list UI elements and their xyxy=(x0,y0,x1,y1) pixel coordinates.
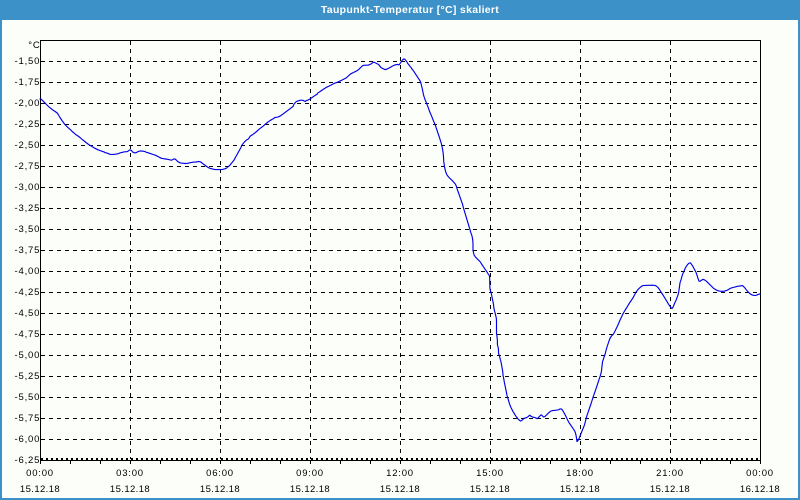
svg-text:-4,25: -4,25 xyxy=(15,287,41,298)
svg-text:15.12.18: 15.12.18 xyxy=(650,484,690,495)
svg-text:15.12.18: 15.12.18 xyxy=(560,484,600,495)
svg-text:00:00: 00:00 xyxy=(26,468,54,479)
svg-text:15.12.18: 15.12.18 xyxy=(20,484,60,495)
svg-text:-3,00: -3,00 xyxy=(15,182,41,193)
svg-text:15.12.18: 15.12.18 xyxy=(470,484,510,495)
svg-text:-2,50: -2,50 xyxy=(15,140,41,151)
svg-text:-4,50: -4,50 xyxy=(15,308,41,319)
svg-text:18:00: 18:00 xyxy=(566,468,594,479)
svg-text:-3,50: -3,50 xyxy=(15,224,41,235)
svg-text:15.12.18: 15.12.18 xyxy=(200,484,240,495)
svg-text:15.12.18: 15.12.18 xyxy=(290,484,330,495)
svg-text:15.12.18: 15.12.18 xyxy=(110,484,150,495)
svg-text:-2,25: -2,25 xyxy=(15,119,41,130)
svg-text:-1,75: -1,75 xyxy=(15,77,41,88)
svg-text:15:00: 15:00 xyxy=(476,468,504,479)
svg-text:-6,25: -6,25 xyxy=(15,455,41,466)
svg-text:03:00: 03:00 xyxy=(116,468,144,479)
svg-text:-4,00: -4,00 xyxy=(15,266,41,277)
svg-text:16.12.18: 16.12.18 xyxy=(740,484,780,495)
svg-text:-5,25: -5,25 xyxy=(15,371,41,382)
svg-text:-6,00: -6,00 xyxy=(15,434,41,445)
svg-text:-5,75: -5,75 xyxy=(15,413,41,424)
svg-text:-3,25: -3,25 xyxy=(15,203,41,214)
svg-text:09:00: 09:00 xyxy=(296,468,324,479)
svg-text:-4,75: -4,75 xyxy=(15,329,41,340)
svg-text:12:00: 12:00 xyxy=(386,468,414,479)
svg-text:-2,00: -2,00 xyxy=(15,98,41,109)
svg-text:-2,75: -2,75 xyxy=(15,161,41,172)
svg-text:-5,50: -5,50 xyxy=(15,392,41,403)
svg-text:21:00: 21:00 xyxy=(656,468,684,479)
svg-text:15.12.18: 15.12.18 xyxy=(380,484,420,495)
svg-text:00:00: 00:00 xyxy=(746,468,774,479)
svg-text:06:00: 06:00 xyxy=(206,468,234,479)
svg-text:-3,75: -3,75 xyxy=(15,245,41,256)
svg-text:°C: °C xyxy=(28,40,40,51)
svg-text:-1,50: -1,50 xyxy=(15,56,41,67)
svg-text:-5,00: -5,00 xyxy=(15,350,41,361)
